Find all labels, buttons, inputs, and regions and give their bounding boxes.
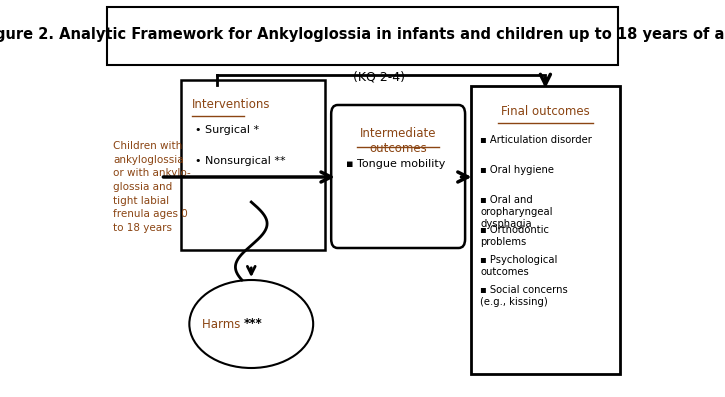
Ellipse shape — [189, 280, 313, 368]
Text: Interventions: Interventions — [192, 98, 270, 111]
Text: Intermediate
outcomes: Intermediate outcomes — [360, 127, 436, 155]
FancyBboxPatch shape — [181, 80, 325, 250]
Text: Final outcomes: Final outcomes — [501, 105, 589, 118]
Text: Harms: Harms — [202, 318, 244, 330]
FancyBboxPatch shape — [331, 105, 465, 248]
FancyBboxPatch shape — [471, 86, 620, 374]
FancyBboxPatch shape — [107, 7, 618, 65]
Text: ▪ Oral and
oropharyngeal
dysphagia: ▪ Oral and oropharyngeal dysphagia — [480, 195, 552, 229]
Text: ▪ Psychological
outcomes: ▪ Psychological outcomes — [480, 255, 558, 277]
Text: (KQ 2-4): (KQ 2-4) — [352, 71, 405, 83]
Text: ***: *** — [244, 318, 262, 330]
Text: Figure 2. Analytic Framework for Ankyloglossia in infants and children up to 18 : Figure 2. Analytic Framework for Ankylog… — [0, 27, 725, 42]
Text: • Nonsurgical **: • Nonsurgical ** — [195, 156, 286, 166]
Text: ▪ Articulation disorder: ▪ Articulation disorder — [480, 135, 592, 145]
Text: • Surgical *: • Surgical * — [195, 125, 260, 135]
Text: ▪ Oral hygiene: ▪ Oral hygiene — [480, 165, 554, 175]
Text: ▪ Social concerns
(e.g., kissing): ▪ Social concerns (e.g., kissing) — [480, 285, 568, 307]
Text: Children with
ankyloglossia
or with ankylo-
glossia and
tight labial
frenula age: Children with ankyloglossia or with anky… — [113, 141, 191, 233]
Text: ▪ Orthodontic
problems: ▪ Orthodontic problems — [480, 225, 550, 247]
Text: ▪ Tongue mobility: ▪ Tongue mobility — [347, 159, 446, 169]
